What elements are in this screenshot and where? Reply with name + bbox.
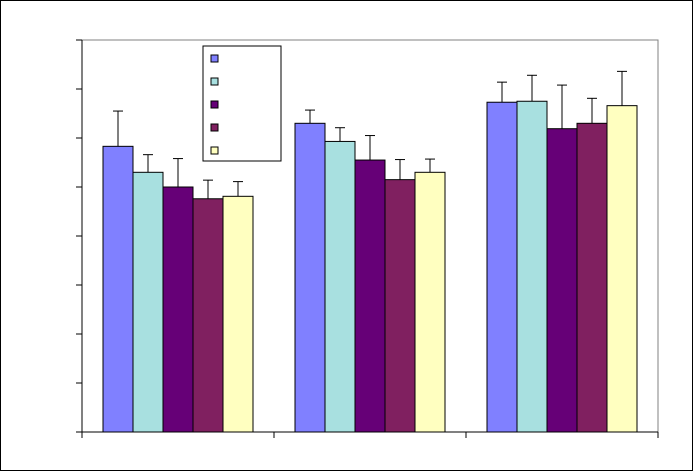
legend [202, 45, 282, 162]
legend-swatch [210, 146, 219, 155]
bar [384, 179, 416, 433]
bar [132, 171, 164, 433]
bar [576, 122, 608, 433]
bar [162, 186, 194, 433]
bar [516, 100, 548, 433]
bar [192, 198, 224, 433]
legend-swatch [210, 100, 219, 109]
plot-area [76, 39, 659, 438]
bar [546, 128, 578, 433]
legend-swatch [210, 77, 219, 86]
bar [324, 140, 356, 433]
bar [102, 145, 134, 433]
bar [486, 101, 518, 433]
legend-swatch [210, 123, 219, 132]
bar [354, 159, 386, 433]
bar [414, 171, 446, 433]
legend-swatch [210, 54, 219, 63]
bar [606, 105, 638, 433]
bar [222, 195, 254, 433]
bar [294, 122, 326, 433]
